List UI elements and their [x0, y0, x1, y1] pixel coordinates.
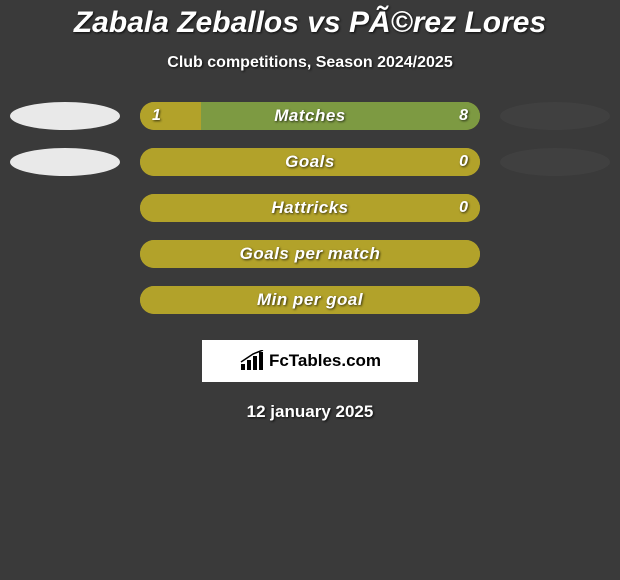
stat-bar: 0Goals — [140, 148, 480, 176]
stat-bar: 0Hattricks — [140, 194, 480, 222]
placeholder — [500, 286, 610, 314]
stat-bar: Min per goal — [140, 286, 480, 314]
chart-icon — [239, 350, 265, 372]
stat-label: Matches — [140, 102, 480, 130]
logo-box: FcTables.com — [202, 340, 418, 382]
stat-label: Goals — [140, 148, 480, 176]
stat-bar: 18Matches — [140, 102, 480, 130]
stat-label: Min per goal — [140, 286, 480, 314]
player-left-marker — [10, 148, 120, 176]
player-left-marker — [10, 102, 120, 130]
placeholder — [10, 286, 120, 314]
placeholder — [10, 194, 120, 222]
placeholder — [10, 240, 120, 268]
comparison-row: 0Goals — [0, 148, 620, 176]
placeholder — [500, 240, 610, 268]
page-title: Zabala Zeballos vs PÃ©rez Lores — [74, 6, 546, 40]
page-subtitle: Club competitions, Season 2024/2025 — [167, 54, 452, 72]
comparison-row: Goals per match — [0, 240, 620, 268]
logo-text: FcTables.com — [269, 351, 381, 371]
comparison-row: Min per goal — [0, 286, 620, 314]
comparison-rows: 18Matches 0Goals 0Hattricks Goals per match… — [0, 102, 620, 314]
stat-label: Hattricks — [140, 194, 480, 222]
date-label: 12 january 2025 — [247, 402, 374, 422]
player-right-marker — [500, 102, 610, 130]
comparison-row: 0Hattricks — [0, 194, 620, 222]
stat-bar: Goals per match — [140, 240, 480, 268]
player-right-marker — [500, 148, 610, 176]
comparison-row: 18Matches — [0, 102, 620, 130]
stat-label: Goals per match — [140, 240, 480, 268]
placeholder — [500, 194, 610, 222]
